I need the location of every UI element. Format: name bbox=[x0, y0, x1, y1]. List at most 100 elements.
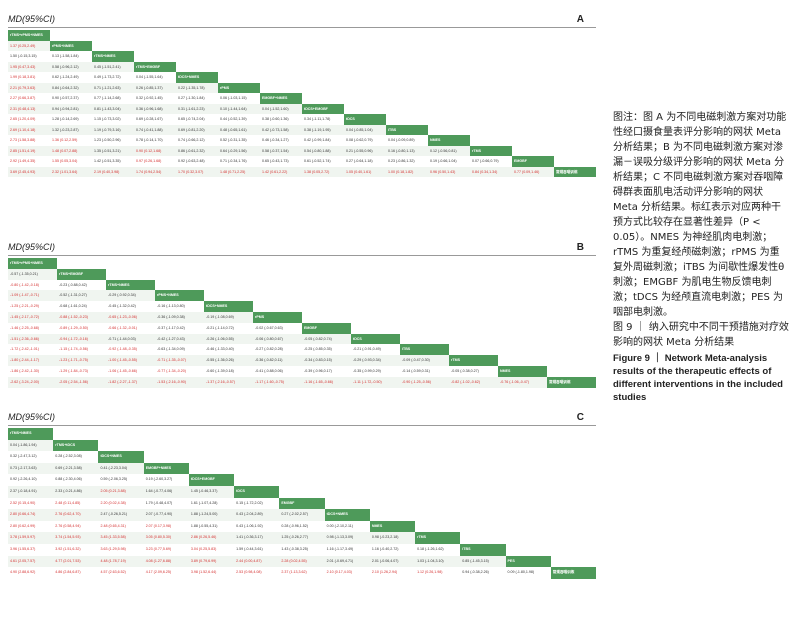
treatment-label: rTMS+EMGBF bbox=[57, 268, 106, 280]
comparison-cell: 1.48 (0.07,2.88) bbox=[50, 145, 92, 156]
panel-letter: A bbox=[576, 14, 584, 25]
comparison-cell: -0.06 (-0.80,0.67) bbox=[253, 333, 302, 345]
comparison-cell: 0.65 (-0.74,2.04) bbox=[178, 117, 205, 121]
comparison-cell: 0.96 (0.50,1.43) bbox=[428, 166, 470, 177]
comparison-cell: 1.59 (-0.44,3.61) bbox=[236, 547, 263, 551]
comparison-cell: 2.33 (-0.21,4.86) bbox=[53, 486, 99, 498]
treatment-label: rPMS bbox=[218, 82, 260, 93]
comparison-cell: -0.37 (-1.17,0.42) bbox=[157, 325, 185, 330]
table-row: 1.99 (0.18,3.81) 0.62 (-1.24,2.49) 0.49 (-… bbox=[8, 72, 596, 83]
table-row: 4.90 (2.88,6.92) 4.86 (2.84,6.87) 4.57 (2.… bbox=[8, 567, 596, 579]
table-row: -1.72 (-2.42,-1.01) -1.15 (-1.74,-0.56) -0… bbox=[8, 344, 596, 356]
comparison-cell: -0.82 (-1.02,-0.62) bbox=[449, 376, 498, 388]
comparison-cell: 2.76 (0.58,4.94) bbox=[55, 523, 81, 528]
comparison-cell: -1.80 (-2.44,-1.17) bbox=[8, 355, 57, 366]
comparison-cell: 1.37 (0.25,2.49) bbox=[8, 40, 50, 51]
comparison-cell: 4.77 (2.01,7.53) bbox=[53, 555, 99, 568]
comparison-cell: -0.39 (-0.96,0.17) bbox=[304, 369, 332, 373]
comparison-cell: 0.16 (-0.80,1.13) bbox=[386, 145, 428, 156]
comparison-cell: -1.72 (-2.42,-1.01) bbox=[10, 347, 39, 352]
comparison-cell: 0.81 (-1.43,3.04) bbox=[92, 103, 134, 114]
comparison-cell: 4.90 (2.88,6.92) bbox=[10, 570, 36, 575]
table-row: 4.61 (2.05,7.57) 4.77 (2.01,7.53) 4.48 (1.… bbox=[8, 555, 596, 568]
treatment-label: rTMS+NMES bbox=[92, 51, 134, 62]
comparison-cell: 2.48 (0.11,4.85) bbox=[55, 500, 81, 505]
comparison-cell: -1.37 (-2.16,-0.57) bbox=[204, 376, 253, 388]
treatment-label: rTMS+rPMS+NMES bbox=[8, 258, 57, 269]
comparison-cell: 2.53 (0.98,4.08) bbox=[236, 570, 262, 575]
comparison-cell: -0.02 (-0.67,0.63) bbox=[255, 325, 283, 330]
comparison-cell: -0.71 (-1.35,-0.07) bbox=[155, 355, 204, 366]
comparison-cell: 3.23 (0.77,5.69) bbox=[145, 547, 172, 551]
table-row: 2.31 (0.48,4.13) 0.94 (-0.94,2.81) 0.81 (-… bbox=[8, 103, 596, 114]
comparison-cell: 3.98 (1.52,6.44) bbox=[190, 570, 217, 575]
comparison-cell: -1.82 (-2.27,-1.37) bbox=[106, 376, 155, 388]
comparison-cell: -0.42 (-1.27,0.43) bbox=[155, 333, 204, 345]
comparison-cell: 2.69 (1.10,4.18) bbox=[8, 124, 50, 135]
table-row: 3.96 (1.55,6.37) 3.92 (1.51,6.32) 3.63 (1.… bbox=[8, 544, 596, 556]
comparison-cell: -0.26 (-1.06,0.55) bbox=[204, 333, 253, 345]
comparison-cell: 0.44 (-0.52,1.39) bbox=[220, 117, 247, 121]
comparison-cell: -1.25 (-2.21,-0.29) bbox=[10, 304, 39, 309]
comparison-cell: 0.07 (-0.66,0.79) bbox=[472, 159, 499, 163]
comparison-cell: 0.41 (-2.23,3.04) bbox=[98, 462, 144, 475]
comparison-cell: 0.04 (-0.09,0.89) bbox=[388, 138, 415, 142]
comparison-cell: -0.45 (-1.32,0.42) bbox=[108, 304, 136, 309]
comparison-cell: 0.58 (-0.37,1.54) bbox=[260, 145, 302, 156]
comparison-cell: 0.77 (-1.14,2.68) bbox=[94, 96, 121, 100]
treatment-label: rTMS+NMES bbox=[8, 428, 54, 440]
comparison-cell: -0.29 (-0.92,0.34) bbox=[106, 290, 155, 302]
comparison-cell: 0.09 (-1.80,1.98) bbox=[507, 570, 535, 575]
comparison-cell: -1.29 (-1.84,-0.73) bbox=[59, 369, 88, 373]
comparison-cell: 0.84 (0.34,1.34) bbox=[470, 166, 512, 177]
treatment-label: rPMS+NMES bbox=[155, 290, 204, 302]
comparison-cell: 1.00 (0.18,1.82) bbox=[386, 166, 428, 177]
treatment-label: 常规吞咽训练 bbox=[554, 166, 596, 177]
table-row: 1.95 (0.47,3.43) 0.58 (-0.96,2.12) 0.45 (-… bbox=[8, 61, 596, 72]
panel-header: MD(95%CI) B bbox=[8, 242, 596, 256]
comparison-cell: 2.80 (0.66,4.74) bbox=[8, 509, 54, 521]
comparison-cell: 0.73 (-2.17,3.63) bbox=[8, 462, 54, 475]
comparison-cell: 1.36 (0.12,2.59) bbox=[52, 138, 78, 142]
comparison-cell: 1.95 (0.47,3.43) bbox=[8, 61, 50, 72]
comparison-cell: -0.35 (-0.99,0.29) bbox=[353, 369, 381, 373]
comparison-cell: 1.12 (0.26,1.98) bbox=[417, 570, 443, 575]
treatment-label: EMGBF bbox=[302, 322, 351, 334]
comparison-cell: 1.99 (0.18,3.81) bbox=[10, 75, 36, 79]
comparison-cell: 0.71 (-0.34,1.76) bbox=[220, 159, 247, 163]
comparison-cell: 0.19 (-0.66,1.04) bbox=[430, 159, 457, 163]
treatment-label: iTBS bbox=[386, 124, 428, 135]
table-row: rTMS+NMES bbox=[8, 428, 596, 440]
comparison-cell: -0.68 (-1.61,0.24) bbox=[59, 304, 87, 309]
comparison-cell: 1.88 (-0.55,4.31) bbox=[190, 523, 218, 528]
comparison-cell: 0.69 (-0.81,2.20) bbox=[176, 124, 218, 135]
comparison-cell: -1.23 (-1.71,-0.75) bbox=[57, 355, 106, 366]
comparison-cell: 0.48 (-0.65,1.61) bbox=[218, 124, 260, 135]
comparison-cell: 0.58 (-0.96,2.12) bbox=[50, 61, 92, 72]
comparison-cell: 0.88 (-2.30,4.06) bbox=[55, 477, 82, 482]
comparison-cell: 2.80 (0.62,4.99) bbox=[10, 523, 36, 528]
comparison-cell: 0.28 (-2.52,3.08) bbox=[55, 454, 82, 459]
comparison-cell: -0.60 (-1.39,0.18) bbox=[206, 369, 234, 373]
comparison-cell: -1.11 (-1.72,-0.50) bbox=[351, 376, 400, 388]
table-row: -2.62 (-3.24,-2.00) -2.05 (-2.54,-1.56) -1… bbox=[8, 376, 596, 388]
comparison-cell: 1.41 (-0.36,3.17) bbox=[234, 532, 280, 544]
comparison-cell: 4.86 (2.84,6.87) bbox=[55, 570, 81, 575]
comparison-cell: 0.52 (-0.31,1.35) bbox=[220, 138, 247, 142]
comparison-cell: 0.97 (0.26,1.68) bbox=[136, 159, 162, 163]
comparison-cell: 0.27 (-0.64,1.18) bbox=[346, 159, 373, 163]
treatment-label: 常规吞咽训练 bbox=[547, 376, 596, 388]
table-row: 1.37 (0.25,2.49) rPMS+NMES bbox=[8, 40, 596, 51]
comparison-cell: 0.92 (-0.63,2.48) bbox=[178, 159, 205, 163]
treatment-label: rTMS bbox=[470, 145, 512, 156]
comparison-cell: 2.01 (-0.69,4.71) bbox=[324, 555, 370, 568]
comparison-cell: 4.48 (1.78,7.19) bbox=[98, 555, 144, 568]
table-row: -1.51 (-2.36,-0.66) -0.94 (-1.72,-0.16) -0… bbox=[8, 333, 596, 345]
comparison-cell: -1.06 (-1.45,-0.66) bbox=[108, 369, 137, 373]
comparison-cell: -0.46 (-1.33,0.40) bbox=[206, 347, 234, 352]
comparison-cell: -2.62 (-3.24,-2.00) bbox=[8, 376, 57, 388]
comparison-cell: 3.04 (0.25,5.83) bbox=[190, 547, 217, 551]
comparison-cell: 2.65 (1.20,4.09) bbox=[10, 117, 36, 121]
comparison-cell: 2.52 (0.15,4.90) bbox=[10, 500, 36, 505]
